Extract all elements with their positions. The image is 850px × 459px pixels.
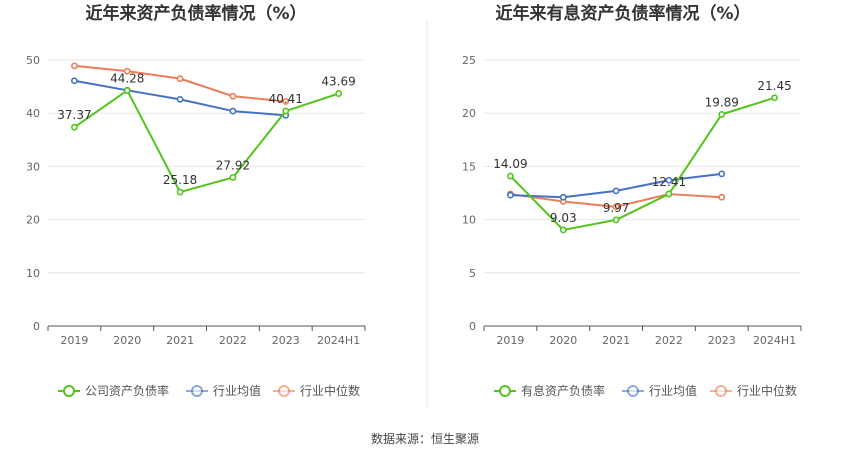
x-tick-label: 2020 [113, 334, 141, 347]
data-label: 19.89 [705, 95, 739, 109]
y-tick-label: 40 [26, 107, 40, 120]
legend-item-primary: 公司资产负债率 [58, 383, 169, 398]
legend-item-industry-median: 行业中位数 [710, 383, 797, 398]
data-point-industry-mean [176, 95, 184, 103]
data-point-primary [123, 87, 131, 94]
data-point-industry-mean [665, 176, 673, 184]
legend-marker-icon [63, 385, 75, 397]
y-tick-label: 50 [26, 54, 40, 67]
y-tick-label: 5 [469, 267, 476, 280]
legend-marker-icon [715, 385, 727, 397]
chart-debt-ratio: 近年来资产负债率情况（%） 0 10 20 30 40 50 2019 2020 2021 2022… [26, 3, 366, 398]
x-tick-label: 2022 [655, 334, 683, 347]
legend-label: 行业均值 [649, 383, 697, 398]
y-tick-label: 10 [26, 267, 40, 280]
legend-marker-icon [499, 385, 511, 397]
y-tick-label: 10 [462, 214, 476, 227]
legend-label: 有息资产负债率 [521, 383, 605, 398]
y-tick-label: 30 [26, 160, 40, 173]
data-point-industry-median [71, 62, 78, 70]
data-point-primary [665, 190, 673, 198]
data-label: 44.28 [110, 71, 144, 85]
data-label: 21.45 [757, 79, 791, 93]
data-point-primary [71, 123, 78, 131]
legend-label: 行业中位数 [737, 383, 797, 398]
chart-title: 近年来有息资产负债率情况（%） [495, 3, 750, 24]
data-point-industry-mean [559, 193, 567, 201]
data-point-industry-median [282, 98, 290, 105]
legend-label: 行业均值 [213, 383, 261, 398]
x-tick-label: 2019 [60, 334, 88, 347]
data-label: 9.03 [550, 211, 577, 225]
y-tick-label: 20 [26, 214, 40, 227]
legend-item-industry-mean: 行业均值 [622, 383, 697, 398]
y-tick-label: 20 [462, 107, 476, 120]
data-point-primary [335, 90, 342, 97]
legend-item-primary: 有息资产负债率 [494, 383, 605, 398]
chart-interest-bearing-debt-ratio: 近年来有息资产负债率情况（%） 0 5 10 15 20 25 2019 2020 2021 202… [462, 3, 802, 398]
data-label: 27.92 [216, 158, 250, 172]
data-point-industry-mean [718, 170, 726, 178]
x-tick-label: 2019 [496, 334, 524, 347]
data-label: 40.41 [269, 92, 303, 106]
data-point-industry-mean [71, 77, 78, 85]
x-tick-label: 2024H1 [317, 334, 360, 347]
legend-item-industry-median: 行业中位数 [273, 383, 360, 398]
x-tick-label: 2023 [708, 334, 736, 347]
data-label: 25.18 [163, 173, 197, 187]
data-point-industry-median [718, 193, 726, 201]
chart-title: 近年来资产负债率情况（%） [85, 3, 306, 24]
data-point-industry-mean [612, 187, 620, 195]
x-tick-label: 2021 [166, 334, 194, 347]
data-point-primary [507, 172, 514, 180]
data-point-industry-median [229, 92, 237, 100]
data-point-industry-median [176, 75, 184, 83]
data-point-industry-mean [507, 191, 514, 199]
y-tick-label: 0 [469, 320, 476, 333]
data-point-primary [559, 226, 567, 234]
series-line-primary [509, 96, 775, 231]
data-label: 37.37 [57, 108, 91, 122]
y-tick-label: 25 [462, 54, 476, 67]
data-point-primary [229, 174, 237, 181]
data-point-primary [771, 94, 778, 102]
y-tick-label: 0 [33, 320, 40, 333]
data-point-industry-mean [229, 107, 237, 115]
x-tick-label: 2024H1 [753, 334, 796, 347]
data-source-note: 数据来源：恒生聚源 [371, 431, 479, 446]
data-point-primary [612, 216, 620, 224]
series-line-primary [73, 89, 339, 194]
data-label: 12.41 [652, 175, 686, 189]
x-tick-label: 2020 [549, 334, 577, 347]
data-label: 14.09 [493, 157, 527, 171]
data-point-industry-median [123, 67, 131, 75]
legend-marker-icon [191, 385, 203, 397]
data-point-primary [718, 110, 726, 118]
x-tick-label: 2022 [219, 334, 247, 347]
data-label: 9.97 [603, 201, 630, 215]
data-label: 43.69 [321, 75, 355, 89]
x-tick-label: 2021 [602, 334, 630, 347]
legend-label: 公司资产负债率 [85, 383, 169, 398]
data-point-industry-median [612, 203, 620, 211]
legend-marker-icon [627, 385, 639, 397]
legend-marker-icon [278, 385, 290, 397]
y-tick-label: 15 [462, 160, 476, 173]
legend-item-industry-mean: 行业均值 [186, 383, 261, 398]
data-point-primary [282, 107, 290, 115]
x-tick-label: 2023 [272, 334, 300, 347]
legend-label: 行业中位数 [300, 383, 360, 398]
data-point-primary [176, 188, 184, 196]
